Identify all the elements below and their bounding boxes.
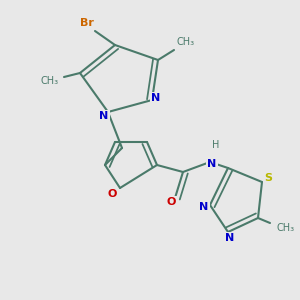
Text: S: S	[264, 173, 272, 183]
Text: N: N	[152, 93, 160, 103]
Text: CH₃: CH₃	[41, 76, 59, 86]
Text: O: O	[166, 197, 176, 207]
Text: H: H	[212, 140, 220, 150]
Text: N: N	[200, 202, 208, 212]
Text: O: O	[107, 189, 117, 199]
Text: N: N	[207, 159, 217, 169]
Text: CH₃: CH₃	[277, 223, 295, 233]
Text: Br: Br	[80, 18, 94, 28]
Text: N: N	[225, 233, 235, 243]
Text: CH₃: CH₃	[177, 37, 195, 47]
Text: N: N	[99, 111, 109, 121]
